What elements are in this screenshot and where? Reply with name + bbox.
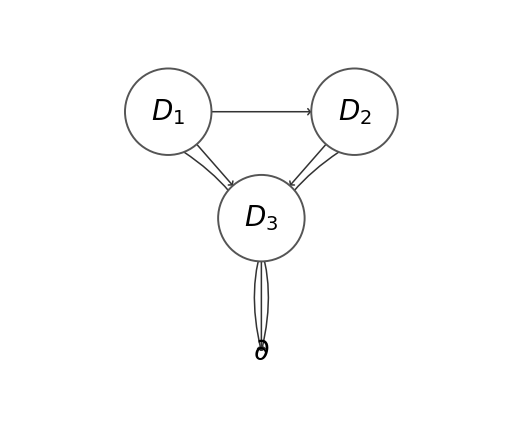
Text: $D_1$: $D_1$ [151, 97, 185, 127]
Text: $\partial$: $\partial$ [252, 336, 269, 367]
Circle shape [218, 175, 304, 261]
Text: $D_3$: $D_3$ [244, 203, 278, 233]
Circle shape [125, 68, 211, 155]
Text: $D_2$: $D_2$ [337, 97, 371, 127]
Circle shape [310, 68, 397, 155]
